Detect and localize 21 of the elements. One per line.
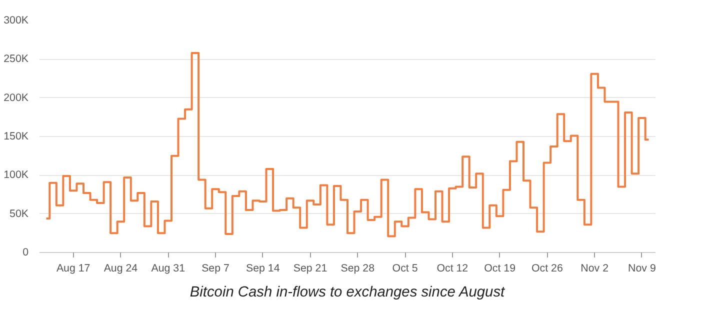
- x-tick-label: Sep 7: [202, 262, 230, 274]
- x-tick-label: Aug 31: [151, 262, 186, 274]
- x-tick-label: Sep 21: [293, 262, 328, 274]
- x-tick-label: Oct 19: [484, 262, 516, 274]
- x-tick-label: Sep 14: [246, 262, 280, 274]
- x-tick-label: Oct 5: [392, 262, 418, 274]
- x-tick-label: Nov 9: [628, 262, 656, 274]
- x-tick-label: Nov 2: [580, 262, 609, 274]
- y-tick-label: 250K: [4, 53, 29, 66]
- y-tick-label: 50K: [10, 208, 29, 220]
- text: Bitcoin Cash in-flows to exchanges since August: [190, 284, 506, 300]
- x-tick-label: Aug 17: [56, 262, 90, 274]
- y-tick-label: 0: [22, 246, 29, 258]
- x-tick-label: Aug 24: [104, 262, 138, 274]
- y-tick-label: 200K: [4, 92, 29, 104]
- y-tick-label: 100K: [4, 169, 29, 182]
- y-tick-label: 150K: [4, 130, 29, 142]
- y-tick-label: 300K: [4, 14, 29, 26]
- x-tick-label: Oct 26: [531, 262, 563, 274]
- x-tick-label: Sep 28: [340, 262, 375, 274]
- x-tick-label: Oct 12: [436, 262, 468, 274]
